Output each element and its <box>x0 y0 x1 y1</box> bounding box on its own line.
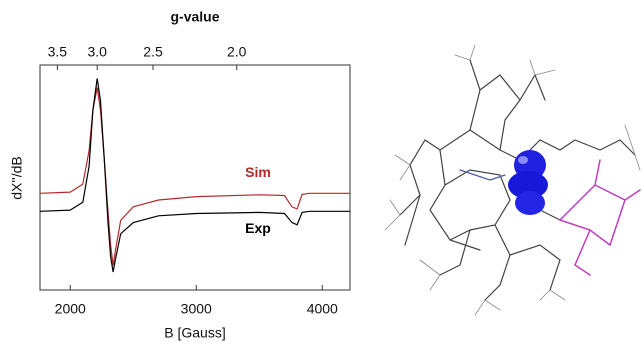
x2-tick-label: 3.0 <box>87 44 107 60</box>
y-axis-title: dX''/dB <box>9 156 25 199</box>
series-label: Exp <box>245 220 271 236</box>
x2-tick-label: 2.0 <box>227 44 247 60</box>
x2-tick-label: 3.5 <box>48 44 68 60</box>
x-tick-label: 2000 <box>55 301 86 317</box>
plot-frame <box>40 65 350 290</box>
figure: g-value B [Gauss] dX''/dB <box>0 0 642 345</box>
series-line <box>40 79 350 273</box>
series-label: Sim <box>245 164 271 180</box>
top-axis-title: g-value <box>170 9 219 25</box>
molecule <box>385 45 640 315</box>
x-axis-title: B [Gauss] <box>164 325 225 341</box>
x-tick-label: 4000 <box>307 301 338 317</box>
series-line <box>40 88 350 266</box>
x-tick-label: 3000 <box>181 301 212 317</box>
x2-tick-label: 2.5 <box>143 44 163 60</box>
